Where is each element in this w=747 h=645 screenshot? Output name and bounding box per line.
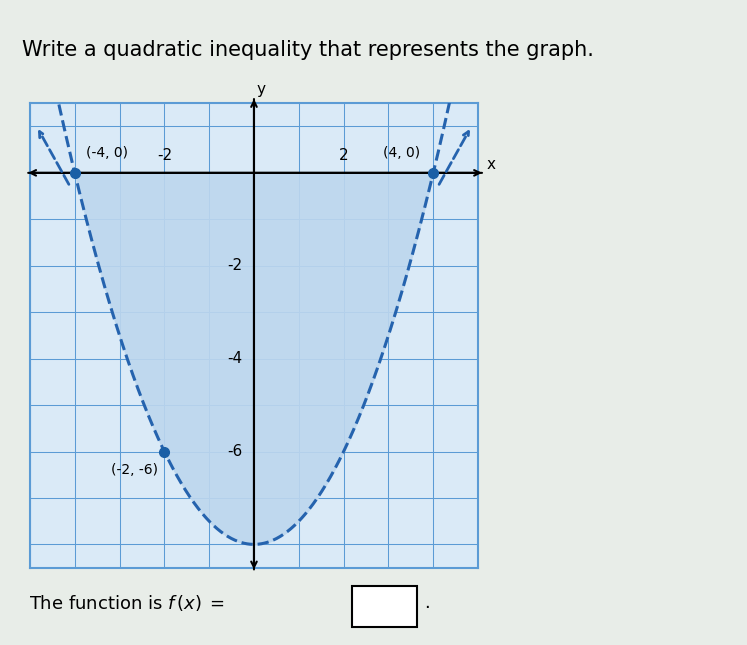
Text: -6: -6 xyxy=(228,444,243,459)
Text: -4: -4 xyxy=(228,351,243,366)
Text: Write a quadratic inequality that represents the graph.: Write a quadratic inequality that repres… xyxy=(22,40,594,60)
Text: -2: -2 xyxy=(228,258,243,273)
Text: (-2, -6): (-2, -6) xyxy=(111,463,158,477)
Text: x: x xyxy=(487,157,496,172)
Text: (-4, 0): (-4, 0) xyxy=(86,146,128,160)
Text: y: y xyxy=(256,82,265,97)
FancyBboxPatch shape xyxy=(352,586,417,627)
Text: .: . xyxy=(424,594,430,612)
Text: -2: -2 xyxy=(157,148,172,163)
Text: (4, 0): (4, 0) xyxy=(382,146,420,160)
Text: The function is $f\,(x)\;=$: The function is $f\,(x)\;=$ xyxy=(29,593,226,613)
Text: 2: 2 xyxy=(339,148,348,163)
